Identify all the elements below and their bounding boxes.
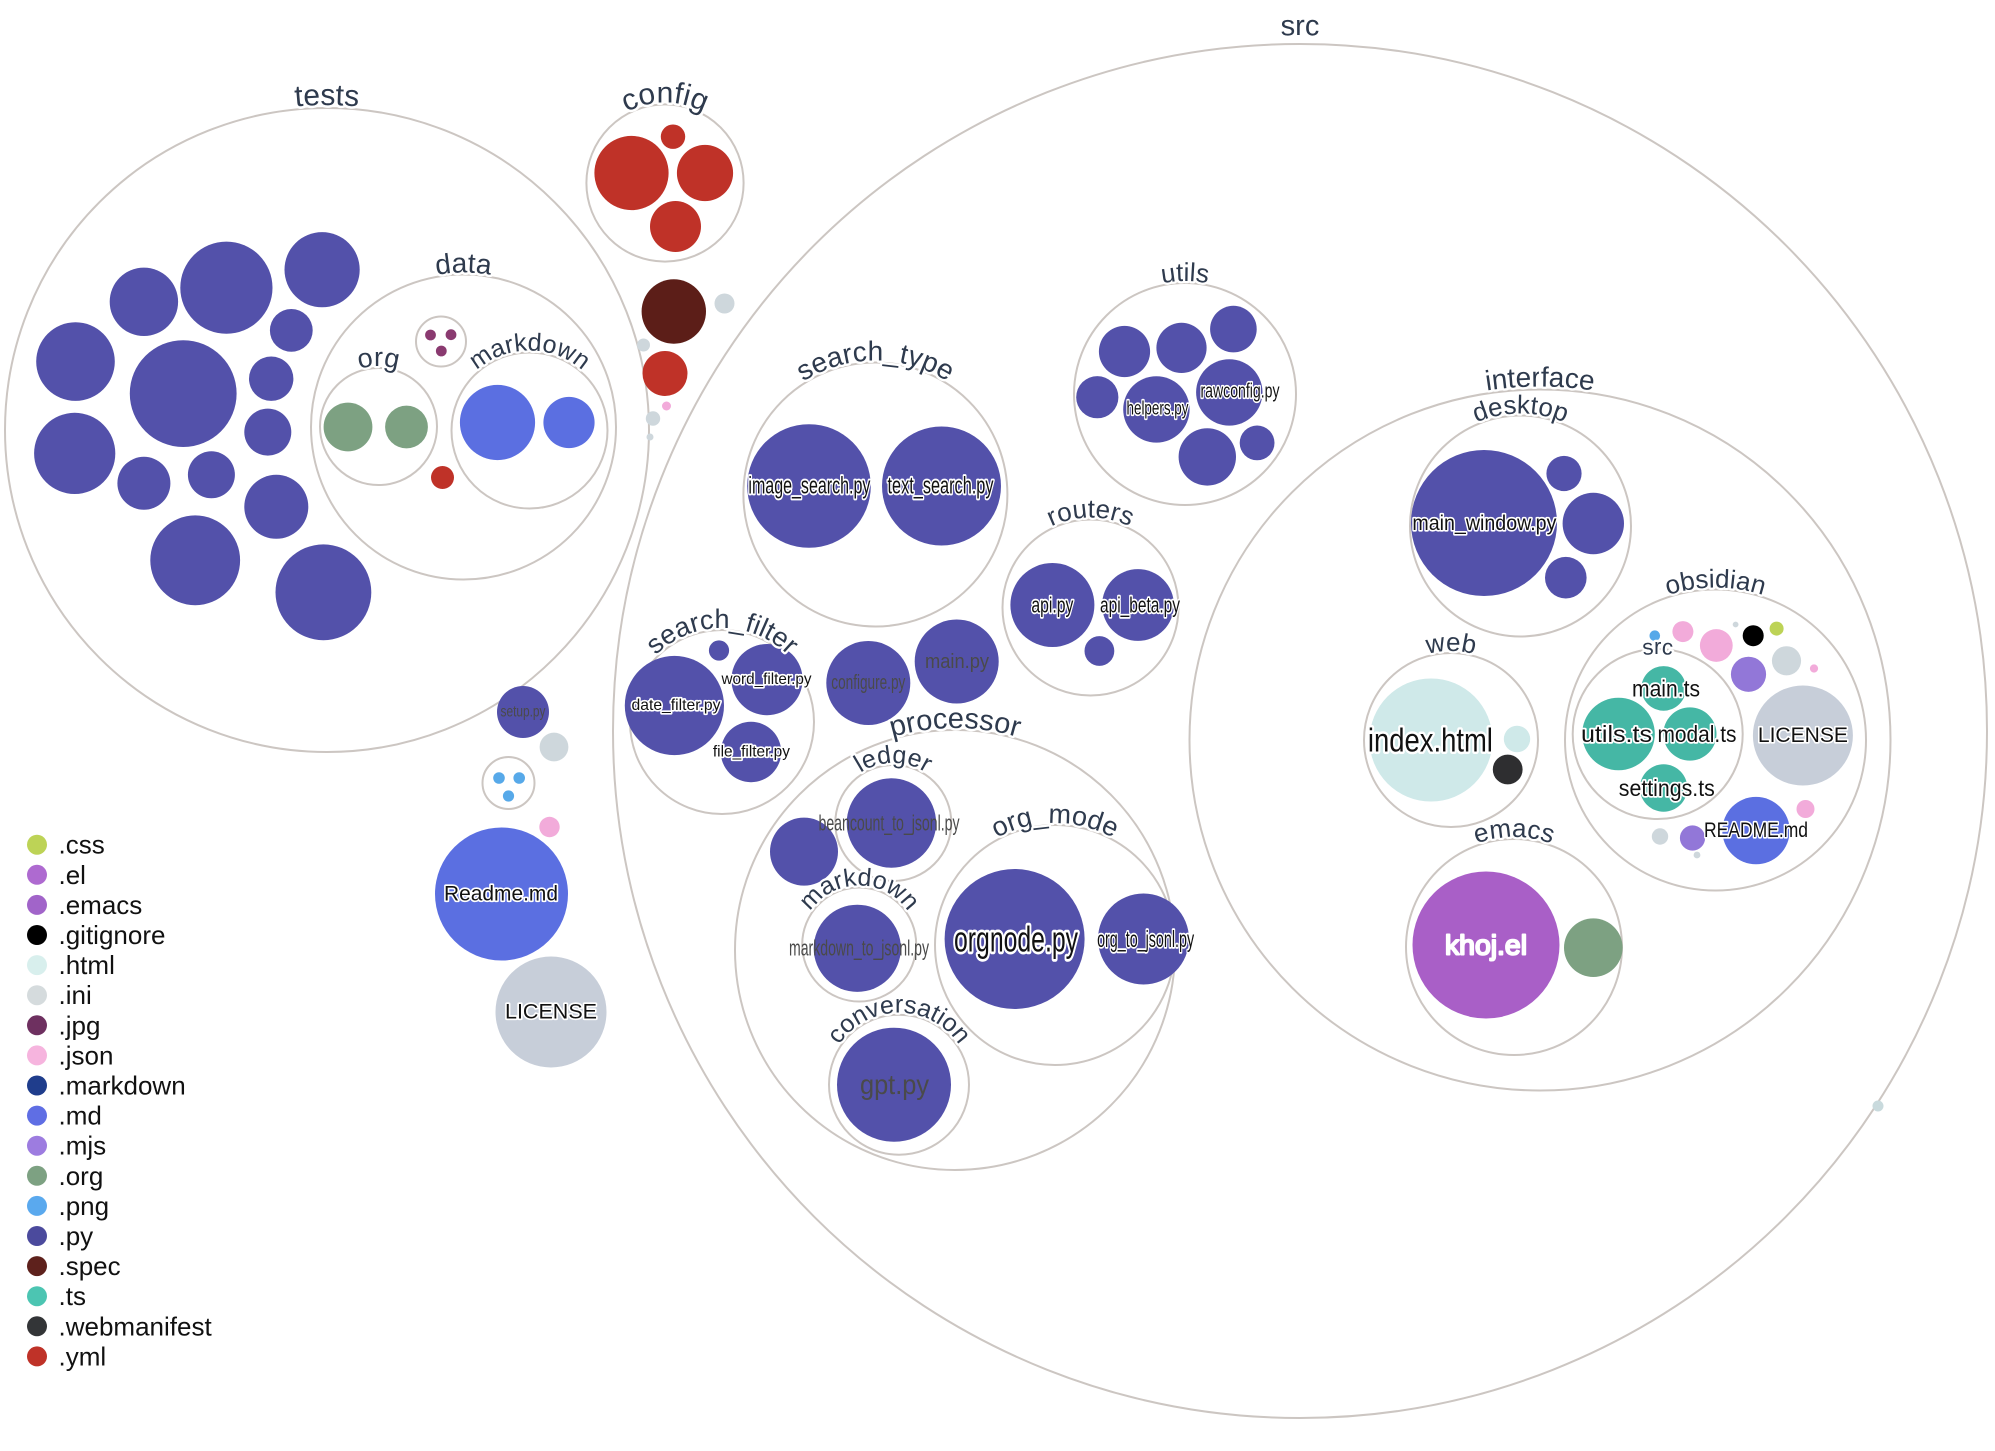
svg-text:markdown_to_jsonl.py: markdown_to_jsonl.py [789,936,929,961]
svg-text:data: data [433,247,494,280]
svg-text:.gitignore: .gitignore [59,920,166,950]
svg-text:image_search.py: image_search.py [748,473,870,500]
svg-text:.png: .png [59,1191,110,1221]
svg-text:.jpg: .jpg [59,1010,101,1040]
svg-text:interface: interface [1483,361,1597,396]
svg-text:.yml: .yml [59,1341,107,1371]
svg-text:org_to_jsonl.py: org_to_jsonl.py [1097,926,1194,952]
svg-text:setup.py: setup.py [501,704,546,721]
svg-text:.mjs: .mjs [59,1131,107,1161]
svg-text:.org: .org [59,1161,104,1191]
svg-text:orgnode.py: orgnode.py [954,919,1078,960]
svg-text:.css: .css [59,830,105,860]
svg-text:LICENSE: LICENSE [1758,724,1848,747]
svg-text:.py: .py [59,1221,94,1251]
svg-text:configure.py: configure.py [831,672,905,694]
svg-text:LICENSE: LICENSE [505,1001,597,1024]
svg-text:api_beta.py: api_beta.py [1100,593,1181,618]
svg-text:.webmanifest: .webmanifest [59,1311,213,1341]
svg-text:file_filter.py: file_filter.py [713,744,790,761]
svg-text:helpers.py: helpers.py [1127,398,1189,420]
svg-text:rawconfig.py: rawconfig.py [1201,380,1281,403]
svg-text:word_filter.py: word_filter.py [721,671,812,688]
svg-text:settings.ts: settings.ts [1619,775,1715,801]
svg-text:src: src [1641,634,1675,660]
svg-text:.el: .el [59,860,86,890]
svg-text:main_window.py: main_window.py [1412,511,1556,535]
svg-text:date_filter.py: date_filter.py [632,697,721,714]
svg-text:org: org [354,342,402,375]
svg-text:web: web [1422,627,1479,660]
svg-text:.spec: .spec [59,1251,121,1281]
svg-text:src: src [1280,10,1319,42]
svg-text:Readme.md: Readme.md [444,883,558,906]
svg-text:main.ts: main.ts [1632,675,1700,701]
svg-text:.emacs: .emacs [59,890,143,920]
svg-text:utils.ts: utils.ts [1581,721,1652,747]
svg-text:khoj.el: khoj.el [1445,930,1527,961]
svg-text:.ini: .ini [59,980,92,1010]
svg-text:utils: utils [1159,257,1212,289]
svg-text:index.html: index.html [1368,722,1493,759]
svg-text:.html: .html [59,950,115,980]
svg-text:text_search.py: text_search.py [888,473,994,500]
svg-text:modal.ts: modal.ts [1658,721,1737,747]
svg-text:.json: .json [59,1040,114,1070]
svg-text:gpt.py: gpt.py [860,1069,929,1100]
svg-text:.md: .md [59,1101,102,1131]
svg-text:main.py: main.py [925,650,990,673]
svg-text:beancount_to_jsonl.py: beancount_to_jsonl.py [819,811,960,836]
svg-text:README.md: README.md [1704,819,1808,842]
svg-text:.ts: .ts [59,1281,86,1311]
svg-text:api.py: api.py [1031,593,1074,618]
svg-text:.markdown: .markdown [59,1071,186,1101]
